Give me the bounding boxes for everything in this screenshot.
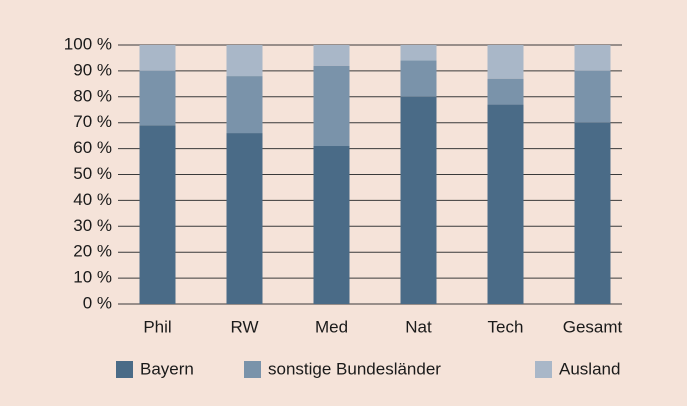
bar-segment (139, 70, 176, 126)
bar-segment (574, 70, 611, 123)
legend-label: Bayern (140, 359, 194, 378)
x-tick-label: Phil (143, 317, 171, 336)
bar-segment (313, 65, 350, 147)
bar-segment (226, 133, 263, 304)
legend-swatch (535, 361, 552, 378)
bar-segment (313, 45, 350, 66)
bar-segment (139, 125, 176, 304)
x-tick-label: RW (230, 317, 258, 336)
bar-segment (487, 104, 524, 304)
y-tick-label: 60 % (73, 138, 112, 157)
bar-segment (226, 76, 263, 134)
y-tick-label: 100 % (64, 34, 112, 53)
bar-segment (400, 96, 437, 304)
bar-segment (487, 45, 524, 79)
legend-label: Ausland (559, 359, 620, 378)
bar-segment (400, 60, 437, 97)
bar-segment (139, 45, 176, 71)
y-tick-label: 90 % (73, 60, 112, 79)
bar-segment (574, 122, 611, 304)
x-tick-label: Med (315, 317, 348, 336)
bar-segment (400, 45, 437, 61)
y-tick-label: 50 % (73, 164, 112, 183)
x-tick-label: Gesamt (563, 317, 623, 336)
bar-segment (313, 146, 350, 304)
y-tick-label: 40 % (73, 190, 112, 209)
x-tick-label: Nat (405, 317, 432, 336)
y-tick-label: 70 % (73, 112, 112, 131)
bar-segment (574, 45, 611, 71)
legend-swatch (116, 361, 133, 378)
y-tick-label: 10 % (73, 268, 112, 287)
bar-segment (487, 78, 524, 105)
y-tick-label: 0 % (83, 293, 112, 312)
y-tick-label: 20 % (73, 242, 112, 261)
x-tick-label: Tech (488, 317, 524, 336)
y-tick-label: 80 % (73, 86, 112, 105)
legend-swatch (244, 361, 261, 378)
bar-segment (226, 45, 263, 77)
y-tick-label: 30 % (73, 216, 112, 235)
legend-label: sonstige Bundesländer (268, 359, 441, 378)
